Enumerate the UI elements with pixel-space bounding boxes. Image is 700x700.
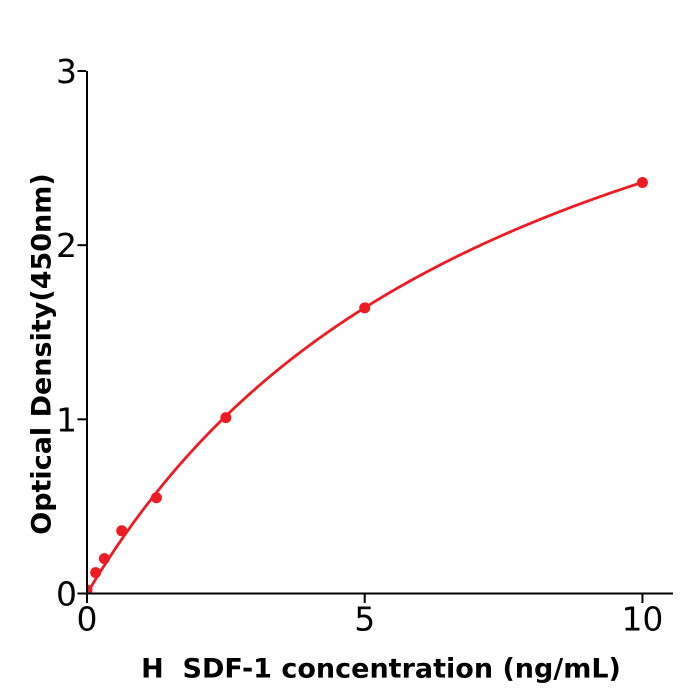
x-tick-label: 10 xyxy=(621,600,663,639)
axis-spines xyxy=(86,71,673,595)
x-tick-label: 0 xyxy=(77,600,98,639)
y-tick-label: 2 xyxy=(56,226,77,265)
y-axis-label: Optical Density(450nm) xyxy=(26,173,58,535)
x-tick-label: 5 xyxy=(354,600,375,639)
fit-curve xyxy=(86,180,644,595)
data-point xyxy=(150,492,162,504)
data-layer xyxy=(86,176,648,595)
x-axis-label: H SDF-1 concentration (ng/mL) xyxy=(141,653,621,685)
data-point xyxy=(636,176,648,188)
y-tick-label: 1 xyxy=(56,400,77,439)
y-tick-label: 0 xyxy=(56,575,77,614)
data-point xyxy=(359,302,371,314)
data-point xyxy=(98,553,110,565)
data-point xyxy=(90,567,102,579)
y-tick-label: 3 xyxy=(56,52,77,91)
data-point xyxy=(220,412,232,424)
data-point xyxy=(116,525,128,537)
